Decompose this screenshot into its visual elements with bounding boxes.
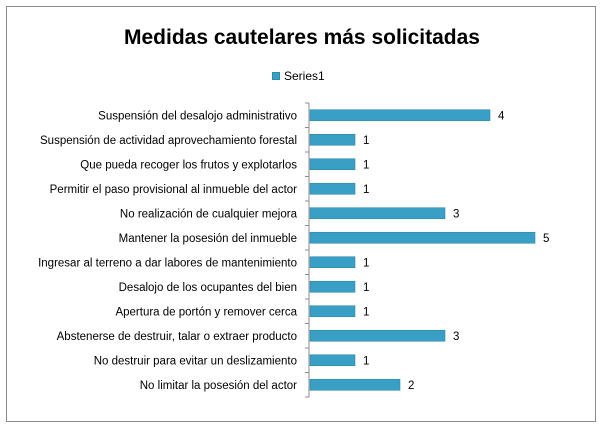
bar [309, 133, 356, 146]
bar [309, 231, 536, 244]
category-label: Apertura de portón y remover cerca [115, 306, 297, 318]
bar [309, 207, 446, 220]
data-label: 3 [453, 208, 459, 220]
category-label: No realización de cualquier mejora [120, 208, 298, 220]
category-label: No destruir para evitar un deslizamiento [94, 355, 297, 367]
category-label: Suspensión del desalojo administrativo [98, 110, 297, 122]
data-label: 1 [363, 355, 369, 367]
data-label: 5 [543, 233, 549, 245]
chart-frame [6, 6, 596, 422]
data-label: 1 [363, 184, 369, 196]
category-label: Suspensión de actividad aprovechamiento … [40, 135, 297, 147]
bar [309, 182, 356, 195]
bar [309, 280, 356, 293]
category-label: Desalojo de los ocupantes del bien [119, 282, 297, 294]
category-label: No limitar la posesión del actor [140, 380, 297, 392]
category-label: Que pueda recoger los frutos y explotarl… [80, 159, 297, 171]
bar [309, 354, 356, 367]
bar [309, 378, 401, 391]
data-label: 1 [363, 282, 369, 294]
data-label: 1 [363, 257, 369, 269]
data-label: 3 [453, 331, 459, 343]
category-label: Permitir el paso provisional al inmueble… [50, 184, 298, 196]
category-label: Ingresar al terreno a dar labores de man… [38, 257, 297, 269]
category-label: Mantener la posesión del inmueble [119, 233, 297, 245]
data-label: 1 [363, 159, 369, 171]
bar [309, 305, 356, 318]
bar [309, 329, 446, 342]
data-label: 4 [498, 110, 505, 122]
data-label: 1 [363, 135, 369, 147]
bar [309, 256, 356, 269]
chart-title: Medidas cautelares más solicitadas [123, 26, 480, 49]
data-label: 1 [363, 306, 369, 318]
data-label: 2 [408, 380, 414, 392]
bar [309, 109, 491, 122]
legend-label: Series1 [284, 69, 325, 83]
category-label: Abstenerse de destruir, talar o extraer … [57, 331, 297, 343]
bar [309, 158, 356, 171]
legend: Series1 [272, 69, 325, 83]
legend-swatch [272, 72, 280, 80]
